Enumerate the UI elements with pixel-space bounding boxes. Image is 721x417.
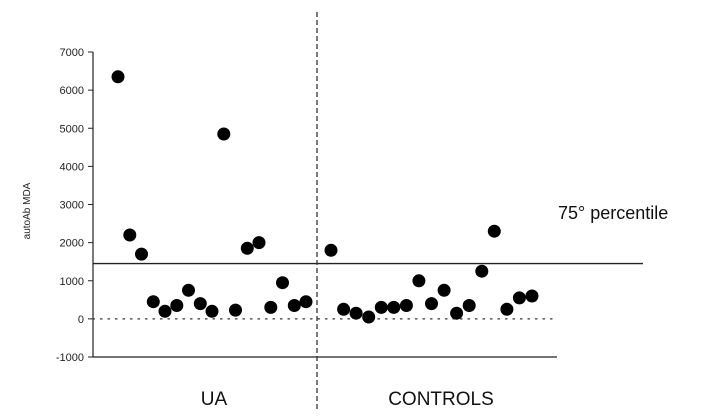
data-point-controls-14 — [500, 302, 514, 316]
data-point-ua-9 — [217, 127, 231, 141]
data-point-ua-0 — [111, 70, 125, 84]
y-tick-label: 3000 — [60, 200, 84, 212]
y-tick-label: 1000 — [60, 276, 84, 288]
y-tick-label: 2000 — [60, 238, 84, 250]
data-point-controls-13 — [487, 224, 501, 238]
y-tick-label: 4000 — [60, 161, 84, 173]
y-tick-label: 5000 — [60, 123, 84, 135]
data-point-ua-12 — [252, 236, 266, 250]
y-tick-label: 6000 — [60, 85, 84, 97]
group-label-ua: UA — [201, 389, 228, 410]
data-point-controls-6 — [399, 299, 413, 312]
data-point-controls-5 — [387, 300, 401, 314]
data-point-ua-3 — [146, 295, 160, 309]
data-point-ua-7 — [193, 297, 207, 311]
data-point-controls-8 — [425, 297, 438, 311]
data-point-controls-11 — [462, 299, 476, 312]
data-point-ua-16 — [299, 295, 313, 309]
data-point-controls-12 — [475, 264, 489, 278]
data-point-ua-14 — [276, 276, 289, 290]
data-point-ua-4 — [158, 304, 172, 318]
data-point-controls-0 — [324, 243, 338, 257]
group-label-controls: CONTROLS — [388, 389, 494, 410]
data-point-controls-15 — [512, 291, 526, 305]
data-point-ua-15 — [287, 299, 301, 312]
data-point-ua-1 — [123, 228, 137, 242]
reference-lines — [92, 262, 643, 320]
data-point-ua-11 — [240, 241, 254, 255]
data-point-ua-10 — [229, 303, 242, 317]
data-point-controls-7 — [412, 274, 426, 288]
data-point-ua-8 — [205, 304, 219, 318]
data-point-controls-16 — [525, 289, 539, 303]
y-axis: -1000 0 1000 2000 3000 4000 5000 6000 7000 — [56, 47, 557, 364]
data-point-controls-10 — [450, 306, 464, 320]
data-point-controls-9 — [437, 283, 451, 297]
y-tick-label: 7000 — [60, 47, 84, 59]
data-point-controls-3 — [362, 310, 376, 324]
data-point-ua-2 — [135, 247, 148, 261]
percentile-label: 75° percentile — [558, 203, 668, 223]
data-point-controls-4 — [374, 300, 388, 314]
data-point-ua-5 — [170, 299, 184, 312]
data-point-ua-13 — [264, 300, 278, 314]
data-point-ua-6 — [182, 283, 195, 297]
y-tick-label: -1000 — [56, 352, 84, 364]
y-tick-label: 0 — [78, 314, 84, 326]
data-points — [111, 70, 539, 324]
data-point-controls-2 — [349, 306, 363, 320]
data-point-controls-1 — [337, 302, 351, 316]
y-axis-label: autoAb MDA — [22, 182, 33, 239]
